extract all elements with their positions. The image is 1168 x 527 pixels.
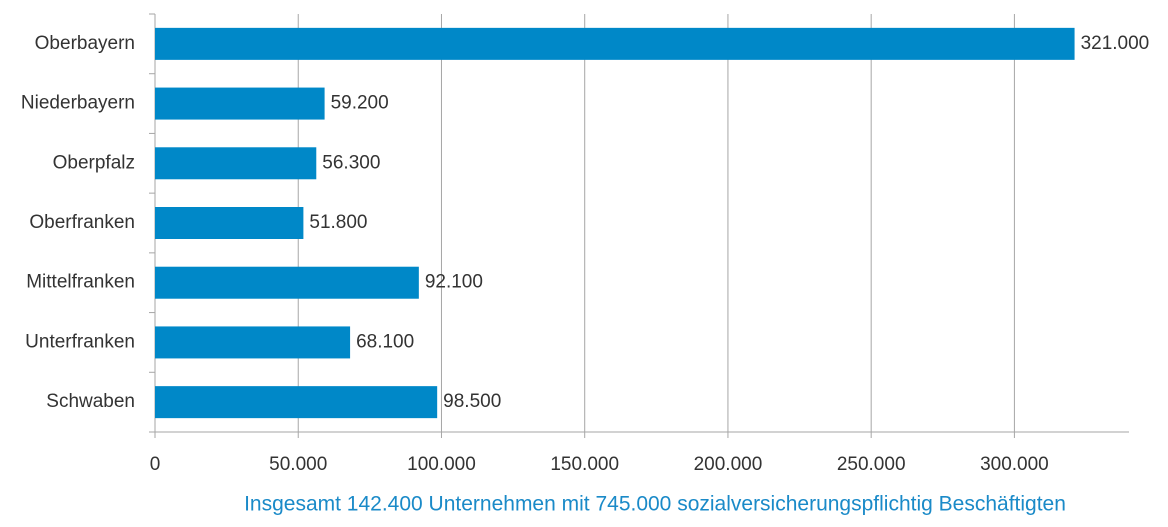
y-tick-label: Schwaben: [46, 391, 135, 412]
x-tick-label: 300.000: [980, 454, 1049, 475]
bar: [155, 27, 1075, 60]
value-label: 98.500: [443, 391, 501, 412]
x-tick-label: 0: [150, 454, 161, 475]
value-label: 321.000: [1081, 33, 1150, 54]
value-label: 68.100: [356, 331, 414, 352]
bar: [155, 207, 304, 239]
bar: [155, 326, 351, 359]
bar: [155, 386, 438, 419]
y-tick-label: Unterfranken: [25, 331, 135, 352]
x-tick-label: 50.000: [269, 454, 327, 475]
value-label: 51.800: [309, 212, 367, 233]
y-tick-label: Mittelfranken: [26, 272, 135, 293]
x-tick-label: 250.000: [837, 454, 906, 475]
bar: [155, 87, 325, 120]
value-label: 56.300: [322, 152, 380, 173]
y-tick-label: Oberbayern: [35, 33, 135, 54]
bar: [155, 266, 419, 299]
value-label: 59.200: [331, 93, 389, 114]
caption: Insgesamt 142.400 Unternehmen mit 745.00…: [244, 493, 1066, 516]
value-label: 92.100: [425, 272, 483, 293]
x-tick-label: 100.000: [407, 454, 476, 475]
y-tick-label: Oberfranken: [29, 212, 135, 233]
x-tick-label: 200.000: [694, 454, 763, 475]
x-tick-label: 150.000: [550, 454, 619, 475]
bar: [155, 147, 317, 180]
y-tick-label: Niederbayern: [21, 93, 135, 114]
y-tick-label: Oberpfalz: [53, 152, 135, 173]
